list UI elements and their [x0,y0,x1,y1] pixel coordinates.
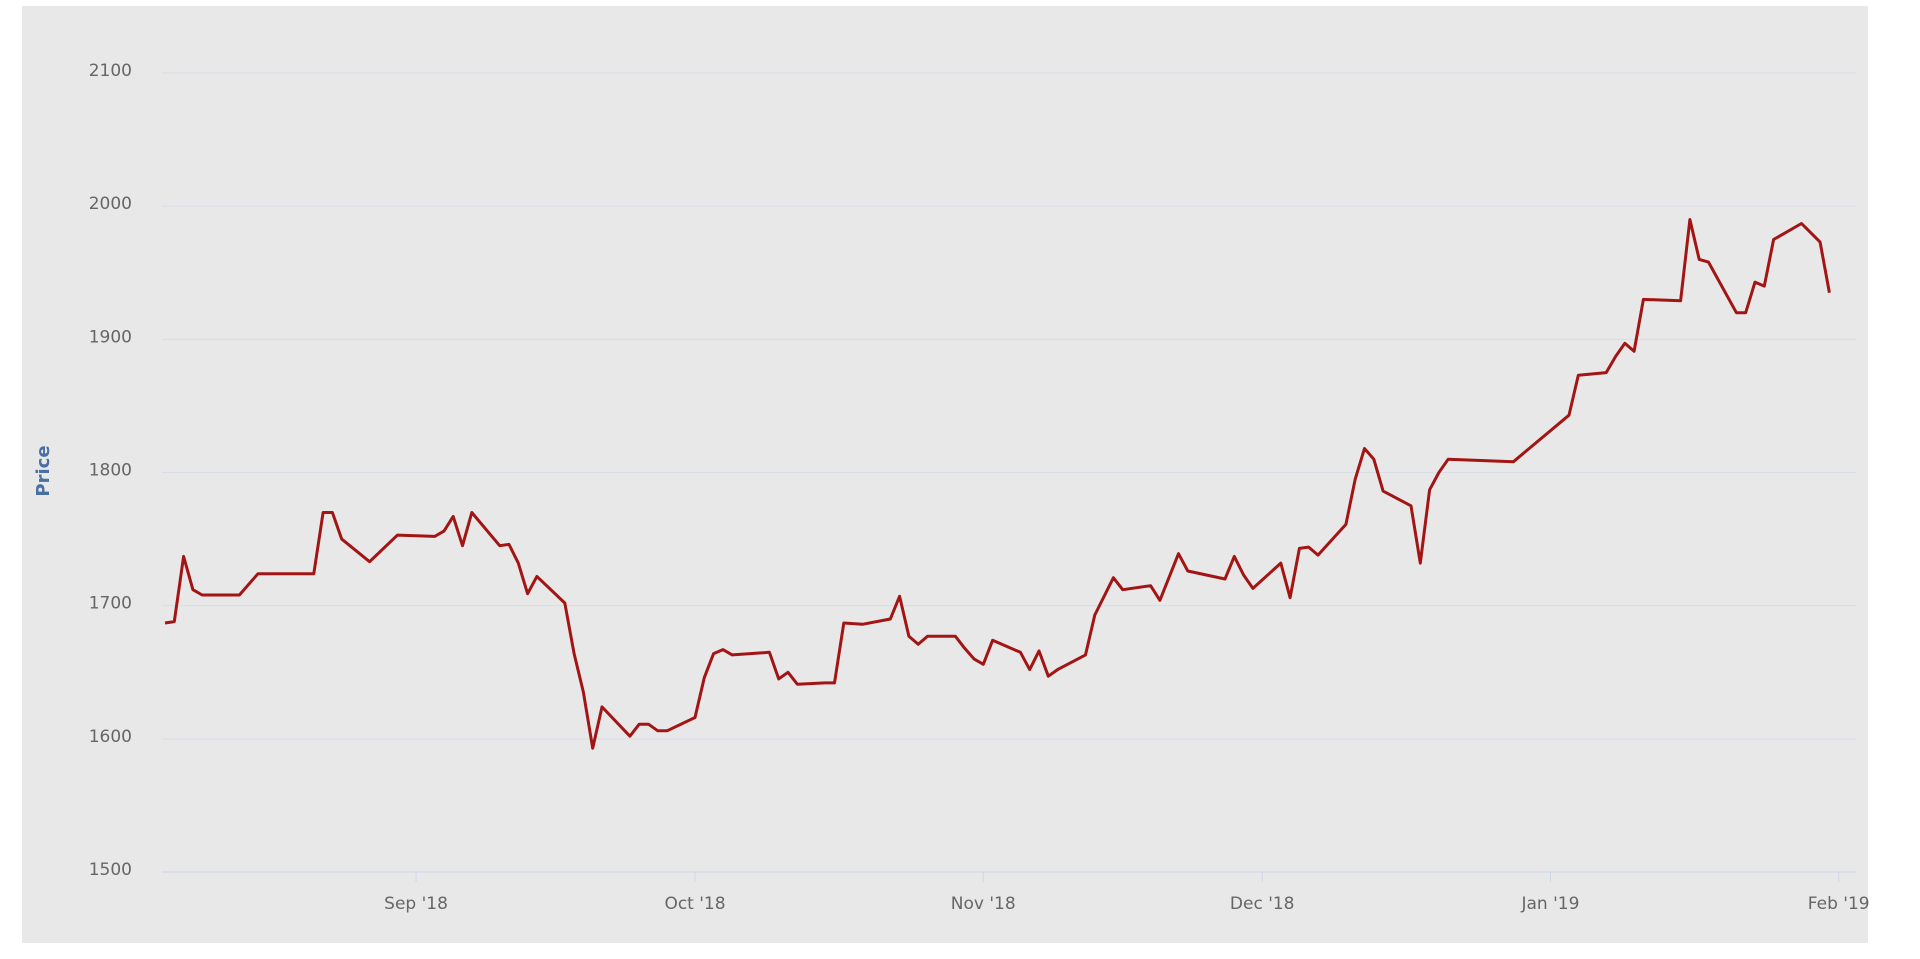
y-tick-label: 1800 [89,461,132,481]
x-tick-label: Sep '18 [384,894,448,914]
y-tick-label: 1500 [89,860,132,880]
y-tick-label: 1700 [89,594,132,614]
plot-background [22,6,1868,943]
x-tick-label: Jan '19 [1520,894,1579,914]
y-tick-label: 1900 [89,327,132,347]
x-tick-label: Dec '18 [1230,894,1295,914]
y-tick-label: 2100 [89,61,132,81]
y-tick-label: 1600 [89,727,132,747]
x-tick-label: Feb '19 [1808,894,1870,914]
x-tick-label: Oct '18 [664,894,725,914]
x-tick-label: Nov '18 [951,894,1016,914]
price-line [164,218,1831,750]
y-tick-label: 2000 [89,194,132,214]
y-axis-label: Price [33,445,54,496]
